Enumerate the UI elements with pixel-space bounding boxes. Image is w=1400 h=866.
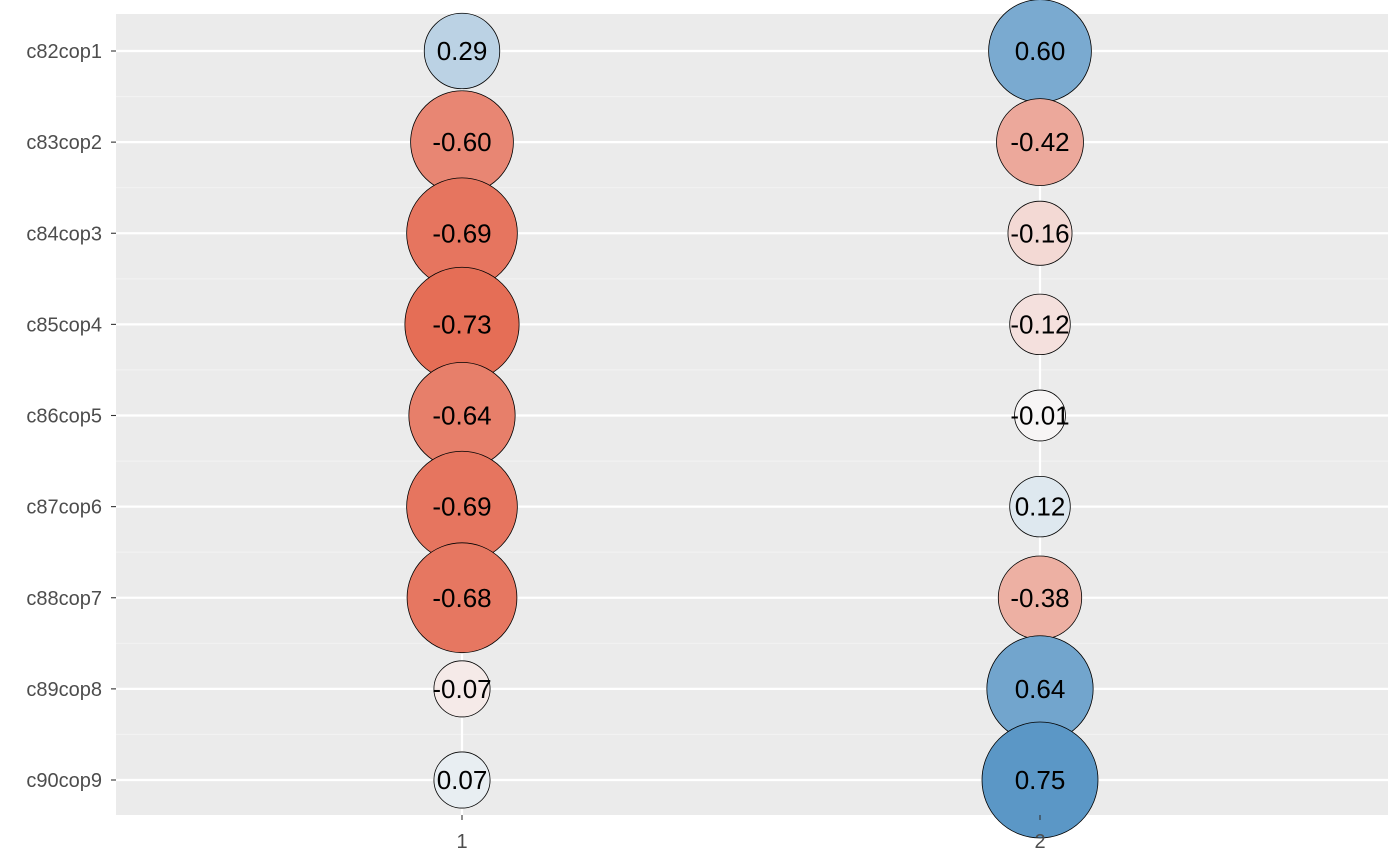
- y-axis-ticks: c82cop1 c83cop2 c84cop3 c85cop4 c86cop5 c87co…: [26, 41, 116, 792]
- bubble-c82cop1-1: [423, 12, 501, 90]
- bubble-c83cop2-2: [996, 98, 1084, 187]
- value-label: 0.60: [1015, 36, 1066, 66]
- y-tick-label: c86cop5: [26, 406, 102, 428]
- x-tick-label: 2: [1034, 831, 1045, 853]
- bubbles: [404, 0, 1099, 839]
- bubble-c90cop9-2: [981, 721, 1099, 839]
- value-label: 0.07: [437, 765, 488, 795]
- y-tick-label: c89cop8: [26, 679, 102, 701]
- value-label: -0.69: [432, 218, 491, 248]
- value-label: -0.64: [432, 401, 491, 431]
- y-tick-label: c88cop7: [26, 588, 102, 610]
- y-tick-label: c83cop2: [26, 132, 102, 154]
- bubble-c87cop6-2: [1009, 475, 1071, 538]
- value-label: -0.60: [432, 127, 491, 157]
- value-label: -0.73: [432, 309, 491, 339]
- y-tick-label: c87cop6: [26, 497, 102, 519]
- bubble-c90cop9-1: [433, 751, 491, 809]
- y-tick-label: c85cop4: [26, 314, 102, 336]
- value-label: -0.38: [1010, 583, 1069, 613]
- value-label: 0.12: [1015, 492, 1066, 522]
- y-tick-label: c90cop9: [26, 770, 102, 792]
- value-labels: 0.29 -0.60 -0.69 -0.73 -0.64 -0.69 -0.68 -0.07 0…: [432, 36, 1069, 795]
- value-label: 0.64: [1015, 674, 1066, 704]
- bubble-c85cop4-2: [1009, 293, 1071, 356]
- value-label: -0.69: [432, 492, 491, 522]
- x-tick-label: 1: [456, 831, 467, 853]
- value-label: 0.75: [1015, 765, 1066, 795]
- value-label: -0.42: [1010, 127, 1069, 157]
- bubble-c84cop3-2: [1007, 200, 1073, 266]
- bubble-c86cop5-2: [1014, 389, 1066, 442]
- y-tick-label: c84cop3: [26, 223, 102, 245]
- value-label: -0.12: [1010, 309, 1069, 339]
- value-label: -0.16: [1010, 218, 1069, 248]
- y-tick-label: c82cop1: [26, 41, 102, 63]
- value-label: -0.07: [432, 674, 491, 704]
- value-label: -0.01: [1010, 401, 1069, 431]
- bubble-c88cop7-1: [406, 542, 518, 654]
- bubble-c89cop8-1: [433, 660, 491, 718]
- value-label: 0.29: [437, 36, 488, 66]
- value-label: -0.68: [432, 583, 491, 613]
